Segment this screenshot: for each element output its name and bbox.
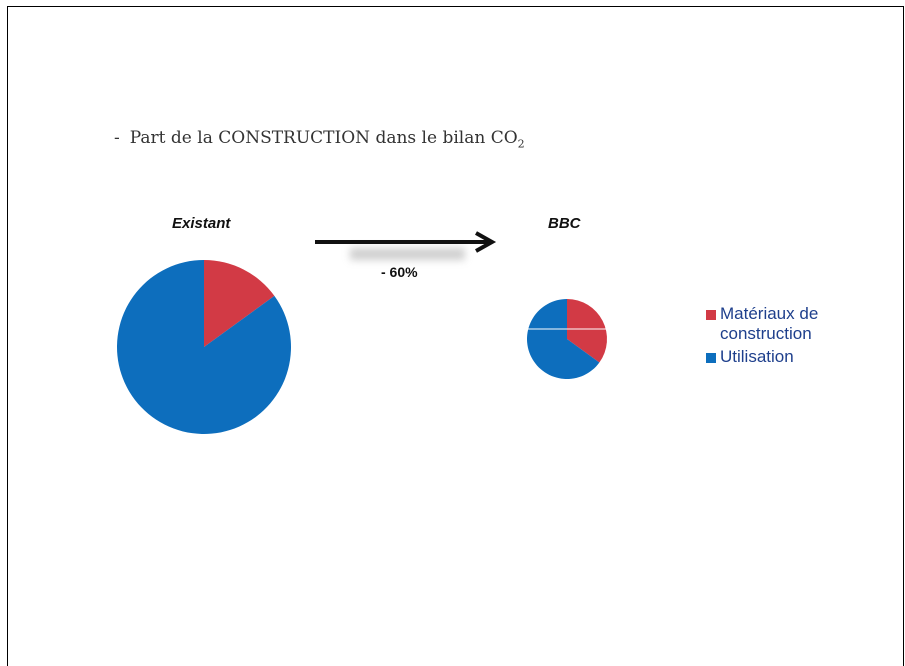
pie-slice-existant-materiaux <box>204 260 275 347</box>
legend-swatch-materiaux <box>706 310 716 320</box>
reduction-arrow <box>315 231 497 260</box>
bullet-heading: - Part de la CONSTRUCTION dans le bilan C… <box>114 128 525 150</box>
chart-legend: Matériaux de construction Utilisation <box>706 304 850 370</box>
pie-title-existant: Existant <box>172 215 231 232</box>
legend-swatch-utilisation <box>706 353 716 363</box>
pie-slice-bbc-utilisation <box>527 299 600 379</box>
bullet-dash: - <box>114 128 120 148</box>
legend-label-materiaux: Matériaux de construction <box>720 304 819 343</box>
arrow-shadow <box>350 248 465 260</box>
bullet-text: Part de la CONSTRUCTION dans le bilan CO <box>129 128 518 148</box>
chart-canvas <box>117 231 607 434</box>
reduction-label: - 60% <box>381 264 418 280</box>
pie-existant <box>117 260 292 434</box>
legend-item-materiaux: Matériaux de construction <box>706 304 850 344</box>
co2-subscript: 2 <box>517 137 525 151</box>
legend-label-utilisation: Utilisation <box>720 347 794 366</box>
pie-slice-bbc-materiaux <box>567 299 607 363</box>
pie-bbc <box>527 299 607 379</box>
pie-title-bbc: BBC <box>548 215 581 232</box>
pie-slice-existant-utilisation <box>117 260 292 434</box>
arrow-head <box>475 231 497 253</box>
legend-item-utilisation: Utilisation <box>706 347 850 367</box>
